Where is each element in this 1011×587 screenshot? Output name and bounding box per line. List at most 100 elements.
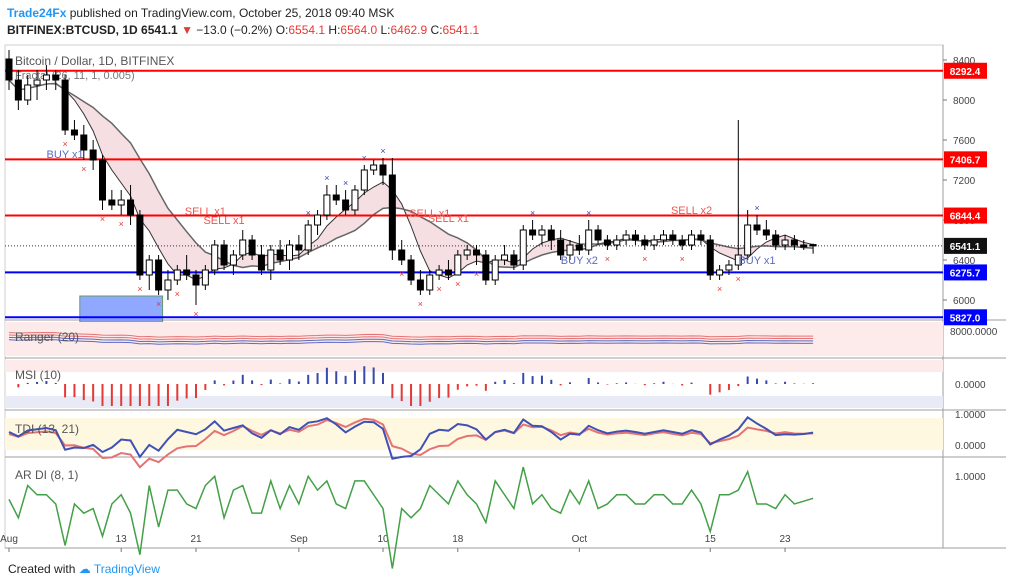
bull-candle (360, 169, 368, 191)
price-tick-label: 8000 (953, 96, 976, 107)
ma-ribbon (9, 80, 814, 280)
bear-candle (192, 274, 200, 286)
bear-candle (155, 259, 163, 291)
bull-candle (426, 274, 434, 291)
bull-candle (585, 229, 593, 251)
current-price-tag (944, 237, 987, 254)
publisher-name[interactable]: Trade24Fx (7, 6, 67, 20)
open-label: O: (275, 23, 289, 37)
ranger-line (8, 336, 814, 343)
low-label: L: (380, 23, 391, 37)
bull-candle (304, 224, 312, 251)
level-label: 7406.7 (950, 155, 981, 166)
panel-tick-label: 0.0000 (955, 441, 986, 452)
panel-label: TDI (13, 21) (15, 422, 79, 436)
tdi-line-blue (8, 415, 814, 460)
bear-candle (473, 249, 480, 256)
bull-candle (716, 269, 724, 276)
bear-candle (603, 239, 611, 246)
buy-marker: × (306, 208, 311, 218)
sell-marker: × (137, 284, 142, 294)
bull-candle (519, 229, 527, 266)
created-with-text: Created with (8, 562, 76, 576)
ranger-line (8, 339, 814, 345)
open-value: 6554.1 (288, 23, 326, 37)
bear-candle (762, 229, 770, 236)
sell-marker: × (119, 219, 124, 229)
close-value: 6541.1 (442, 23, 480, 37)
bull-candle (435, 269, 443, 276)
bear-candle (398, 249, 406, 261)
bear-candle (407, 259, 415, 281)
x-tick-label: 15 (705, 534, 717, 545)
bull-candle (725, 264, 733, 271)
buy-marker: × (380, 146, 385, 156)
bear-candle (416, 279, 424, 291)
bull-candle (42, 74, 50, 81)
x-tick-label: Oct (572, 534, 588, 545)
signal-label: SELL x2 (671, 205, 712, 217)
level-label: 8292.4 (950, 67, 981, 78)
down-triangle-icon: ▼ (181, 23, 193, 37)
bear-candle (772, 234, 780, 246)
level-label: 6844.4 (950, 212, 981, 223)
x-tick-label: Aug (0, 534, 18, 545)
signal-label: BUY x1 (47, 149, 84, 161)
bear-candle (5, 58, 13, 81)
sell-marker: × (418, 299, 423, 309)
bear-candle (89, 149, 97, 161)
price-tick-label: 8400 (953, 56, 976, 67)
x-tick-label: 10 (377, 534, 389, 545)
bull-candle (267, 249, 275, 271)
price-tick-label: 6000 (953, 296, 976, 307)
chart-title: Bitcoin / Dollar, 1D, BITFINEX (15, 54, 174, 68)
bull-candle (323, 194, 331, 216)
current-price-label: 6541.1 (950, 242, 981, 253)
bear-candle (332, 194, 340, 201)
panel-label: Ranger (20) (15, 330, 79, 344)
tradingview-link[interactable]: TradingView (93, 562, 160, 576)
sell-marker: × (62, 139, 67, 149)
buy-marker: × (324, 173, 329, 183)
published-text: published on TradingView.com, October 25… (69, 6, 395, 20)
indicator-label: Fractal (26, 11, 1, 0.005) (15, 70, 135, 82)
bull-candle (538, 229, 546, 236)
sell-marker: × (717, 284, 722, 294)
bull-candle (501, 254, 509, 261)
bear-candle (388, 174, 396, 251)
sell-marker: × (474, 269, 479, 279)
x-tick-label: 23 (779, 534, 791, 545)
bull-candle (491, 259, 499, 281)
level-tag (944, 309, 987, 326)
bull-candle (229, 254, 237, 266)
panel-tick-label: 0.0000 (955, 380, 986, 391)
ranger-line (8, 334, 814, 340)
bull-candle (33, 79, 41, 86)
panel-label: AR DI (8, 1) (15, 468, 78, 482)
signal-label: SELL x1 (185, 206, 226, 218)
bull-candle (117, 199, 125, 206)
bear-candle (809, 244, 817, 247)
bear-candle (557, 239, 565, 256)
sell-marker: × (156, 299, 161, 309)
bear-candle (678, 239, 686, 246)
bull-candle (660, 234, 667, 241)
signal-label: SELL x1 (409, 208, 450, 220)
bull-candle (650, 239, 658, 246)
msi-band-bottom (5, 396, 943, 408)
sell-marker: × (193, 309, 198, 319)
price-tick-label: 6400 (953, 256, 976, 267)
sell-marker: × (605, 254, 610, 264)
bear-candle (482, 254, 490, 281)
buy-marker: × (586, 208, 591, 218)
low-value: 6462.9 (390, 23, 428, 37)
bear-candle (136, 214, 144, 276)
buy-marker: × (362, 153, 367, 163)
bull-candle (781, 239, 789, 246)
bull-candle (734, 254, 742, 266)
bull-candle (613, 239, 621, 246)
bull-candle (370, 164, 378, 171)
bear-candle (510, 254, 518, 266)
last-price: 6541.1 (141, 23, 178, 37)
